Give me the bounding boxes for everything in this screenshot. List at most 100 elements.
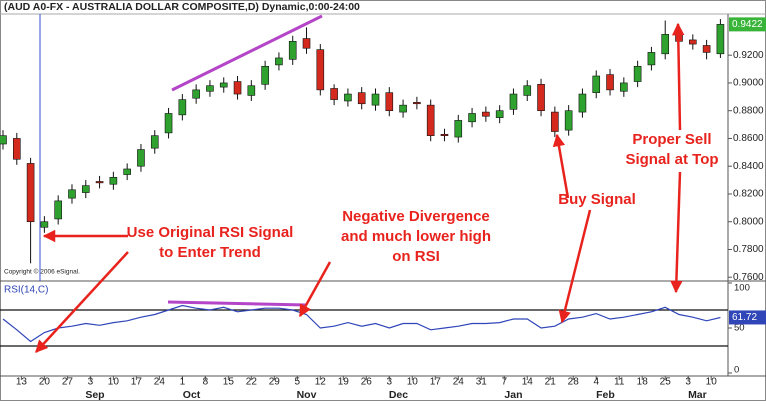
annotation-arrow: [35, 251, 129, 353]
y-tick-label: 0.8400: [733, 161, 764, 172]
candle-body: [164, 113, 173, 134]
candle-body: [68, 189, 76, 199]
candle-body: [357, 92, 366, 105]
candle-body: [123, 168, 131, 175]
annotation-arrow: [670, 171, 683, 294]
x-tick-label: 7: [501, 377, 507, 388]
x-tick-label: 29: [269, 377, 281, 388]
month-label: Oct: [183, 389, 201, 401]
candle-body: [606, 74, 614, 91]
y-tick-label: 0.9200: [733, 50, 764, 61]
x-tick-label: 22: [246, 377, 258, 388]
candle-body: [468, 113, 476, 123]
candle-body: [537, 84, 545, 111]
chart-title: (AUD A0-FX - AUSTRALIA DOLLAR COMPOSITE,…: [4, 1, 360, 13]
candle-body: [440, 133, 449, 136]
y-tick-label: 0.9000: [733, 78, 764, 89]
rsi-tick-label: 0: [734, 365, 739, 376]
candle-body: [661, 34, 670, 55]
rsi-trendline: [167, 300, 307, 307]
x-tick-label: 8: [203, 377, 209, 388]
rsi-last-box: [729, 310, 766, 325]
copyright: Copyright © 2006 eSignal.: [4, 268, 80, 276]
candle-body: [689, 39, 697, 45]
candle-body: [233, 81, 242, 95]
candle-body: [54, 200, 62, 220]
x-tick-label: 3: [387, 377, 393, 388]
y-tick-label: 0.7600: [733, 272, 764, 283]
rsi-line: [2, 304, 721, 343]
candle-body: [551, 111, 559, 132]
candle-body: [620, 82, 628, 92]
candle-body: [647, 52, 656, 66]
candle-body: [40, 221, 49, 228]
candle-body: [247, 85, 256, 96]
x-tick-label: 19: [338, 377, 350, 388]
candle-body: [482, 111, 490, 117]
x-tick-label: 25: [660, 377, 672, 388]
month-label: Feb: [596, 389, 615, 401]
annotation-arrow: [558, 209, 592, 324]
month-label: Sep: [85, 389, 104, 401]
candle-body: [178, 99, 187, 116]
annotation: Negative Divergence: [342, 208, 490, 225]
x-tick-label: 13: [16, 377, 28, 388]
month-label: Jan: [504, 389, 522, 401]
candle-body: [592, 75, 601, 93]
candle-body: [95, 181, 104, 184]
candle-body: [12, 138, 21, 160]
x-tick-label: 24: [154, 377, 166, 388]
x-tick-label: 10: [108, 377, 120, 388]
candle-body: [26, 163, 35, 223]
annotation: on RSI: [392, 248, 440, 265]
candle-body: [633, 65, 642, 82]
candle-body: [275, 57, 283, 66]
annotation: Buy Signal: [558, 191, 636, 208]
candle-body: [426, 104, 435, 136]
annotation: Proper Sell: [632, 131, 711, 148]
last-price-label: 0.9422: [732, 19, 763, 30]
y-tick-label: 0.8600: [733, 133, 764, 144]
x-tick-label: 10: [706, 377, 718, 388]
candle-body: [399, 104, 407, 113]
x-tick-label: 24: [453, 377, 465, 388]
x-tick-label: 14: [522, 377, 534, 388]
candle-body: [288, 41, 297, 60]
x-tick-label: 26: [361, 377, 373, 388]
x-tick-label: 21: [545, 377, 557, 388]
x-tick-label: 18: [637, 377, 649, 388]
candle-body: [454, 120, 463, 138]
annotation: to Enter Trend: [159, 244, 261, 261]
candle-body: [150, 135, 159, 149]
candle-body: [219, 82, 228, 88]
candle-body: [109, 177, 118, 185]
candle-body: [302, 38, 311, 49]
candle-body: [371, 93, 380, 106]
candle-body: [344, 93, 352, 102]
candle-body: [578, 93, 587, 113]
candle-body: [413, 102, 421, 105]
candle-body: [702, 45, 711, 53]
rsi-last-label: 61.72: [732, 312, 757, 323]
price-trendline: [171, 14, 323, 92]
x-tick-label: 17: [131, 377, 143, 388]
annotation: Signal at Top: [625, 151, 718, 168]
x-tick-label: 11: [614, 377, 625, 388]
y-tick-label: 0.7800: [733, 244, 764, 255]
candle-body: [192, 89, 200, 99]
annotation-arrow: [298, 261, 332, 318]
candle-body: [330, 88, 338, 100]
y-tick-label: 0.8800: [733, 105, 764, 116]
candle-body: [0, 135, 7, 145]
indicator-name: RSI(14,C): [4, 285, 48, 296]
candle-body: [206, 85, 214, 92]
candle-body: [316, 49, 325, 91]
y-tick-label: 0.8200: [733, 189, 764, 200]
candle-body: [261, 65, 269, 85]
candle-body: [716, 24, 725, 55]
x-tick-label: 12: [315, 377, 327, 388]
month-label: Nov: [297, 389, 317, 401]
annotation: and much lower high: [341, 228, 491, 245]
month-label: Mar: [688, 389, 707, 401]
